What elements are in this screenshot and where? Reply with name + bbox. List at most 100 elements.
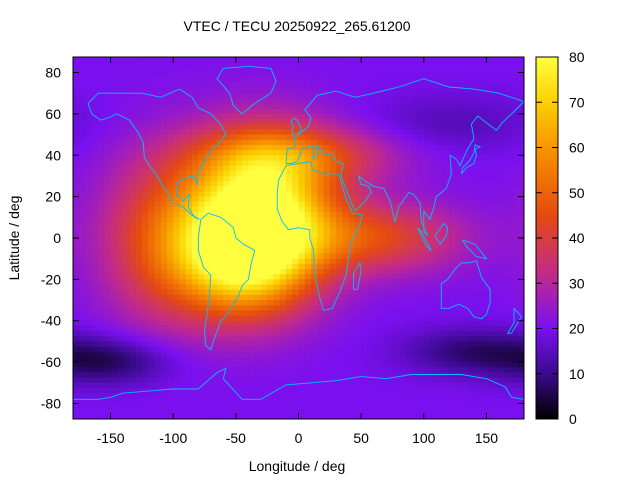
heatmap-cell bbox=[166, 217, 174, 224]
heatmap-cell bbox=[467, 315, 475, 322]
heatmap-cell bbox=[204, 248, 212, 255]
heatmap-cell bbox=[173, 222, 181, 229]
heatmap-cell bbox=[473, 387, 481, 394]
heatmap-cell bbox=[298, 269, 306, 275]
heatmap-cell bbox=[379, 150, 387, 156]
heatmap-cell bbox=[467, 181, 475, 187]
heatmap-cell bbox=[342, 103, 350, 110]
heatmap-cell bbox=[379, 387, 387, 394]
heatmap-cell bbox=[285, 191, 293, 198]
heatmap-cell bbox=[141, 82, 149, 89]
heatmap-cell bbox=[411, 98, 419, 105]
heatmap-cell bbox=[498, 88, 506, 94]
heatmap-cell bbox=[498, 269, 506, 275]
heatmap-cell bbox=[123, 269, 130, 275]
heatmap-cell bbox=[511, 98, 519, 105]
heatmap-cell bbox=[354, 377, 362, 384]
heatmap-cell bbox=[160, 201, 168, 208]
heatmap-cell bbox=[260, 346, 268, 353]
heatmap-cell bbox=[361, 253, 368, 260]
heatmap-cell bbox=[79, 408, 87, 415]
heatmap-cell bbox=[104, 331, 112, 337]
heatmap-cell bbox=[329, 93, 337, 99]
heatmap-cell bbox=[166, 325, 174, 332]
heatmap-cell bbox=[361, 336, 368, 343]
heatmap-cell bbox=[417, 113, 425, 120]
heatmap-cell bbox=[386, 144, 394, 151]
heatmap-cell bbox=[511, 263, 519, 270]
heatmap-cell bbox=[336, 227, 343, 234]
heatmap-cell bbox=[279, 305, 287, 311]
heatmap-cell bbox=[267, 212, 275, 218]
heatmap-cell bbox=[116, 372, 124, 379]
heatmap-cell bbox=[229, 113, 237, 120]
heatmap-cell bbox=[85, 253, 93, 260]
heatmap-cell bbox=[179, 320, 187, 327]
heatmap-cell bbox=[166, 372, 174, 379]
heatmap-cell bbox=[129, 119, 137, 125]
heatmap-cell bbox=[329, 362, 337, 368]
heatmap-cell bbox=[85, 67, 93, 74]
heatmap-cell bbox=[160, 310, 168, 317]
heatmap-cell bbox=[148, 77, 156, 84]
heatmap-cell bbox=[254, 310, 262, 317]
heatmap-cell bbox=[242, 346, 249, 353]
heatmap-cell bbox=[373, 289, 381, 296]
heatmap-cell bbox=[348, 253, 356, 260]
heatmap-cell bbox=[116, 62, 124, 68]
heatmap-cell bbox=[298, 181, 306, 187]
heatmap-cell bbox=[98, 124, 105, 130]
heatmap-cell bbox=[260, 98, 268, 105]
heatmap-cell bbox=[392, 351, 400, 358]
heatmap-cell bbox=[248, 248, 256, 255]
heatmap-cell bbox=[386, 377, 394, 384]
heatmap-cell bbox=[73, 150, 80, 156]
heatmap-cell bbox=[141, 108, 149, 115]
heatmap-cell bbox=[292, 88, 300, 94]
heatmap-cell bbox=[404, 139, 412, 146]
heatmap-cell bbox=[373, 279, 381, 286]
heatmap-cell bbox=[304, 393, 312, 399]
heatmap-cell bbox=[386, 201, 394, 208]
heatmap-cell bbox=[235, 300, 243, 306]
heatmap-cell bbox=[135, 253, 143, 260]
heatmap-cell bbox=[342, 258, 350, 265]
heatmap-cell bbox=[185, 222, 193, 229]
heatmap-cell bbox=[448, 325, 456, 332]
heatmap-cell bbox=[223, 279, 231, 286]
heatmap-cell bbox=[235, 217, 243, 224]
heatmap-cell bbox=[116, 284, 124, 291]
heatmap-cell bbox=[279, 57, 287, 63]
heatmap-cell bbox=[379, 212, 387, 218]
heatmap-cell bbox=[423, 82, 431, 89]
heatmap-cell bbox=[210, 310, 218, 317]
heatmap-cell bbox=[160, 191, 168, 198]
heatmap-cell bbox=[298, 284, 306, 291]
heatmap-cell bbox=[273, 217, 281, 224]
heatmap-cell bbox=[235, 212, 243, 218]
heatmap-cell bbox=[373, 181, 381, 187]
heatmap-cell bbox=[141, 160, 149, 167]
heatmap-cell bbox=[73, 263, 80, 270]
heatmap-cell bbox=[323, 103, 331, 110]
heatmap-cell bbox=[104, 212, 112, 218]
heatmap-cell bbox=[148, 217, 156, 224]
heatmap-cell bbox=[473, 150, 481, 156]
heatmap-cell bbox=[404, 408, 412, 415]
heatmap-cell bbox=[430, 289, 437, 296]
heatmap-cell bbox=[323, 325, 331, 332]
heatmap-cell bbox=[373, 382, 381, 389]
heatmap-cell bbox=[486, 186, 494, 193]
heatmap-cell bbox=[486, 248, 494, 255]
heatmap-cell bbox=[135, 232, 143, 239]
heatmap-cell bbox=[229, 305, 237, 311]
heatmap-cell bbox=[173, 351, 181, 358]
heatmap-cell bbox=[354, 67, 362, 74]
heatmap-cell bbox=[279, 217, 287, 224]
heatmap-cell bbox=[273, 336, 281, 343]
heatmap-cell bbox=[461, 93, 469, 99]
heatmap-cell bbox=[166, 289, 174, 296]
heatmap-cell bbox=[223, 263, 231, 270]
heatmap-cell bbox=[467, 269, 475, 275]
heatmap-cell bbox=[204, 186, 212, 193]
